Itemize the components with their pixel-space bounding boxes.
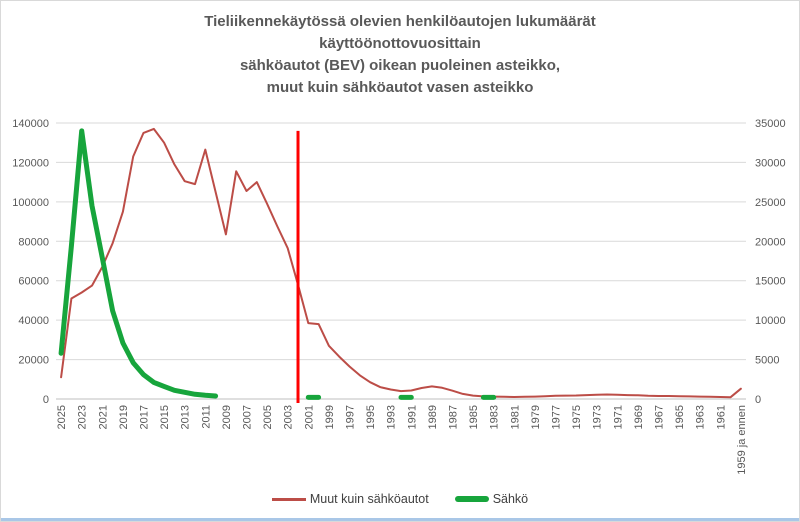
x-axis-tick-label: 2003	[283, 405, 295, 429]
x-axis-tick-label: 1995	[365, 405, 377, 429]
x-axis-tick-label: 2007	[242, 405, 254, 429]
left-axis-tick-label: 60000	[18, 276, 49, 288]
left-axis-tick-label: 40000	[18, 315, 49, 327]
left-axis-tick-label: 100000	[12, 197, 49, 209]
x-axis-tick-label: 1977	[550, 405, 562, 429]
legend-item-sahko: Sähkö	[454, 492, 529, 506]
x-axis-tick-label: 2017	[139, 405, 151, 429]
x-axis-tick-label: 1971	[612, 405, 624, 429]
right-axis-tick-label: 20000	[755, 236, 786, 248]
x-axis-tick-label: 1965	[674, 405, 686, 429]
x-axis-tick-label: 1989	[427, 405, 439, 429]
x-axis-tick-label: 1959 ja ennen	[736, 405, 748, 475]
right-axis-tick-label: 10000	[755, 315, 786, 327]
x-axis-tick-label: 1975	[571, 405, 583, 429]
x-axis-tick-label: 2009	[221, 405, 233, 429]
x-axis-tick-label: 2021	[97, 405, 109, 429]
right-axis-tick-label: 35000	[755, 118, 786, 130]
x-axis-tick-label: 2015	[159, 405, 171, 429]
x-axis-tick-label: 1961	[715, 405, 727, 429]
left-axis-tick-label: 0	[43, 394, 49, 406]
x-axis-tick-label: 1979	[530, 405, 542, 429]
right-axis-tick-label: 15000	[755, 276, 786, 288]
legend-label-sahko: Sähkö	[492, 492, 529, 506]
x-axis-tick-label: 1973	[592, 405, 604, 429]
x-axis-tick-label: 1963	[695, 405, 707, 429]
x-axis-tick-label: 2011	[200, 405, 212, 429]
legend-line-sample-muut	[271, 497, 306, 501]
x-axis-tick-label: 2001	[303, 405, 315, 429]
x-axis-tick-label: 1983	[489, 405, 501, 429]
right-axis-tick-label: 5000	[755, 355, 779, 367]
x-axis-tick-label: 2023	[77, 405, 89, 429]
left-axis-tick-label: 140000	[12, 118, 49, 130]
x-axis-tick-label: 1967	[653, 405, 665, 429]
x-axis-tick-label: 2019	[118, 405, 130, 429]
x-axis-tick-label: 2013	[180, 405, 192, 429]
x-axis-tick-label: 1991	[406, 405, 418, 429]
left-axis-tick-label: 80000	[18, 236, 49, 248]
chart-title: Tieliikennekäytössä olevien henkilöautoj…	[204, 13, 596, 96]
bottom-border-line	[1, 518, 799, 521]
x-axis-tick-label: 1999	[324, 405, 336, 429]
legend-label-muut-kuin-sahkoautot: Muut kuin sähköautot	[309, 492, 429, 506]
series-line-muut-kuin-sahkoautot	[60, 127, 742, 399]
right-axis-tick-label: 30000	[755, 157, 786, 169]
x-axis-tick-label: 1987	[447, 405, 459, 429]
x-axis-tick-label: 1985	[468, 405, 480, 429]
x-axis-tick-label: 1997	[345, 405, 357, 429]
right-axis-tick-label: 25000	[755, 197, 786, 209]
x-axis-tick-label: 1993	[386, 405, 398, 429]
right-axis-tick-label: 0	[755, 394, 761, 406]
left-axis-tick-label: 120000	[12, 157, 49, 169]
legend: Muut kuin sähköautot Sähkö	[1, 492, 799, 506]
x-axis-tick-label: 2025	[56, 405, 68, 429]
left-axis-tick-label: 20000	[18, 355, 49, 367]
x-axis-tick-label: 1981	[509, 405, 521, 429]
legend-item-muut-kuin-sahkoautot: Muut kuin sähköautot	[271, 492, 429, 506]
x-axis-tick-label: 2005	[262, 405, 274, 429]
series-line-sahko	[58, 128, 219, 399]
x-axis-tick-label: 1969	[633, 405, 645, 429]
legend-line-sample-sahko	[454, 496, 489, 502]
